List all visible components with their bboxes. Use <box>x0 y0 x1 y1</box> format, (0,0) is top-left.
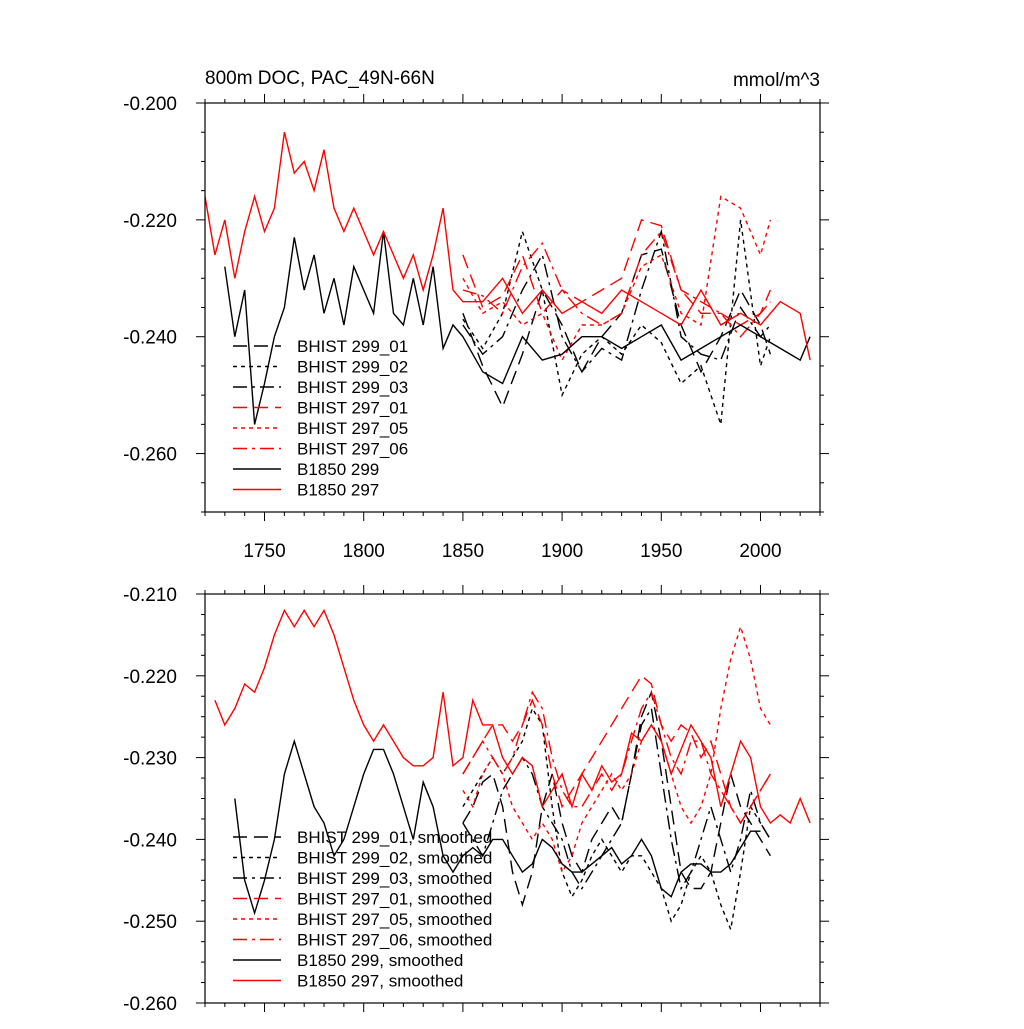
series-line-bhist-299-03-smoothed <box>462 706 771 891</box>
legend-label: BHIST 299_01 <box>297 337 408 356</box>
y-tick-label: -0.220 <box>123 667 177 688</box>
series-line-b1850-299 <box>224 231 811 425</box>
series-line-bhist-297-01 <box>462 219 772 326</box>
series-line-b1850-297 <box>205 132 811 361</box>
legend-label: BHIST 297_06 <box>297 440 408 459</box>
legend-label: B1850 299, smoothed <box>297 951 463 970</box>
series-line-bhist-297-01-smoothed <box>462 674 771 825</box>
legend-label: BHIST 299_02 <box>297 358 408 377</box>
legend: BHIST 299_01, smoothed BHIST 299_02, smoo… <box>233 828 492 991</box>
legend-label: B1850 299 <box>297 460 379 479</box>
x-tick-label: 2000 <box>739 541 781 562</box>
series-line-bhist-297-06-smoothed <box>462 690 771 825</box>
x-tick-label: 1950 <box>640 541 682 562</box>
legend-label: BHIST 299_03, smoothed <box>297 869 492 888</box>
chart-title: 800m DOC, PAC_49N-66N <box>205 68 435 89</box>
series-line-bhist-297-05 <box>462 195 772 362</box>
series-line-bhist-299-02-smoothed <box>462 706 771 932</box>
series-line-b1850-299-smoothed <box>234 738 761 916</box>
y-tick-label: -0.260 <box>123 994 177 1015</box>
plot-area <box>214 608 811 932</box>
series-line-b1850-297-smoothed <box>214 608 811 825</box>
series-line-bhist-299-03 <box>462 228 771 374</box>
x-tick-label: 1750 <box>243 541 285 562</box>
series-line-bhist-299-01-smoothed <box>462 689 771 908</box>
series-line-bhist-299-02 <box>462 219 772 425</box>
legend-label: BHIST 297_01 <box>297 399 408 418</box>
legend-label: BHIST 299_03 <box>297 378 408 397</box>
legend-label: BHIST 297_05, smoothed <box>297 910 492 929</box>
y-tick-label: -0.260 <box>123 445 177 466</box>
x-tick-label: 1900 <box>541 541 583 562</box>
y-tick-label: -0.220 <box>123 211 177 232</box>
y-tick-label: -0.210 <box>123 585 177 606</box>
y-tick-label: -0.240 <box>123 830 177 851</box>
series-line-bhist-297-05-smoothed <box>462 624 771 874</box>
y-tick-label: -0.230 <box>123 749 177 770</box>
y-tick-label: -0.240 <box>123 328 177 349</box>
series-line-bhist-299-01 <box>462 248 772 409</box>
legend-label: BHIST 299_01, smoothed <box>297 828 492 847</box>
x-tick-label: 1800 <box>343 541 385 562</box>
y-tick-label: -0.200 <box>123 94 177 115</box>
bottom-panel: -0.260 -0.250 -0.240 -0.230 -0.220 -0.210 BHIS… <box>123 585 829 1015</box>
x-tick-label: 1850 <box>442 541 484 562</box>
legend-label: BHIST 299_02, smoothed <box>297 849 492 868</box>
y-tick-label: -0.250 <box>123 912 177 933</box>
units-label: mmol/m^3 <box>733 70 820 91</box>
plot-area <box>205 132 811 425</box>
legend-label: BHIST 297_06, smoothed <box>297 931 492 950</box>
legend-label: B1850 297 <box>297 481 379 500</box>
top-panel: 1750 1800 1850 1900 1950 2000 -0.260 -0.240 -0.2… <box>123 94 829 562</box>
legend-label: BHIST 297_01, smoothed <box>297 890 492 909</box>
legend-label: BHIST 297_05 <box>297 419 408 438</box>
legend-label: B1850 297, smoothed <box>297 972 463 991</box>
